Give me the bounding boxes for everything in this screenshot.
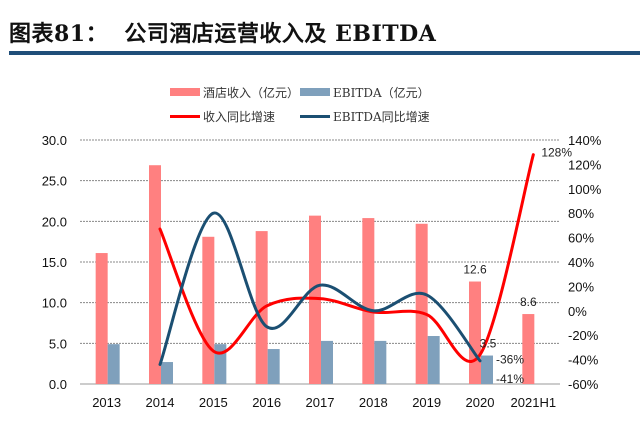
legend-swatch — [300, 114, 330, 118]
left-axis-tick: 5.0 — [49, 336, 67, 351]
legend-swatch — [300, 88, 330, 96]
bar-revenue — [362, 218, 375, 384]
left-axis-tick: 0.0 — [49, 377, 67, 392]
x-axis-tick: 2019 — [412, 395, 441, 410]
bar-ebitda — [321, 340, 333, 384]
left-axis-tick: 10.0 — [42, 296, 67, 311]
right-axis-tick: -60% — [568, 377, 599, 392]
left-axis-tick: 25.0 — [42, 174, 67, 189]
x-axis-tick: 2021H1 — [511, 395, 557, 410]
legend-item-ebitda-growth: EBITDA同比增速 — [300, 108, 460, 125]
data-label: -41% — [496, 372, 524, 386]
bar-ebitda — [107, 344, 120, 384]
page-title: 图表81： 公司酒店运营收入及 EBITDA — [9, 21, 437, 47]
bar-ebitda — [374, 340, 387, 384]
left-axis-tick: 15.0 — [42, 255, 67, 270]
right-axis-tick: 40% — [568, 255, 594, 270]
x-axis-tick: 2015 — [199, 395, 228, 410]
data-label: 128% — [541, 146, 572, 160]
line-revenue-growth — [158, 153, 535, 363]
left-axis-tick: 30.0 — [42, 133, 67, 148]
bar-revenue — [149, 165, 161, 384]
bar-revenue — [522, 314, 535, 384]
title-rule — [9, 51, 640, 55]
x-axis-tick: 2018 — [359, 395, 388, 410]
x-axis-tick: 2013 — [92, 395, 121, 410]
legend-item-revenue-growth: 收入同比增速 — [170, 108, 300, 125]
bar-revenue — [95, 253, 108, 384]
data-label: 12.6 — [463, 263, 487, 277]
right-axis-tick: 20% — [568, 279, 594, 294]
legend-label: 酒店收入（亿元） — [203, 85, 300, 100]
right-axis-tick: 100% — [568, 182, 602, 197]
data-label: 8.6 — [520, 295, 537, 309]
legend-label: EBITDA同比增速 — [333, 109, 430, 124]
legend-item-revenue: 酒店收入（亿元） — [170, 84, 300, 101]
right-axis-tick: 60% — [568, 231, 594, 246]
bar-revenue — [202, 236, 215, 384]
legend-item-ebitda: EBITDA（亿元） — [300, 84, 460, 101]
x-axis-tick: 2016 — [252, 395, 281, 410]
legend: 酒店收入（亿元） EBITDA（亿元） 收入同比增速 EBITDA同比增速 — [170, 80, 460, 128]
bar-revenue — [415, 223, 428, 384]
right-axis-tick: -20% — [568, 328, 599, 343]
bar-ebitda — [481, 355, 493, 384]
legend-label: EBITDA（亿元） — [333, 85, 430, 100]
right-axis-tick: 120% — [568, 157, 602, 172]
bar-ebitda — [214, 344, 227, 384]
x-axis-tick: 2017 — [306, 395, 335, 410]
right-axis-tick: 80% — [568, 206, 594, 221]
bar-ebitda — [427, 336, 440, 384]
data-label: 3.5 — [480, 337, 497, 351]
right-axis-tick: -40% — [568, 353, 599, 368]
right-axis-tick: 0% — [568, 304, 587, 319]
line-ebitda-growth — [158, 211, 482, 366]
legend-swatch — [170, 114, 200, 118]
data-label: -36% — [496, 353, 524, 367]
bar-revenue — [469, 281, 481, 384]
legend-swatch — [170, 88, 200, 96]
legend-label: 收入同比增速 — [203, 109, 276, 124]
bar-ebitda — [161, 362, 173, 384]
x-axis-tick: 2020 — [466, 395, 495, 410]
right-axis-tick: 140% — [568, 133, 602, 148]
left-axis-tick: 20.0 — [42, 214, 67, 229]
bar-ebitda — [267, 349, 280, 384]
x-axis-tick: 2014 — [146, 395, 175, 410]
